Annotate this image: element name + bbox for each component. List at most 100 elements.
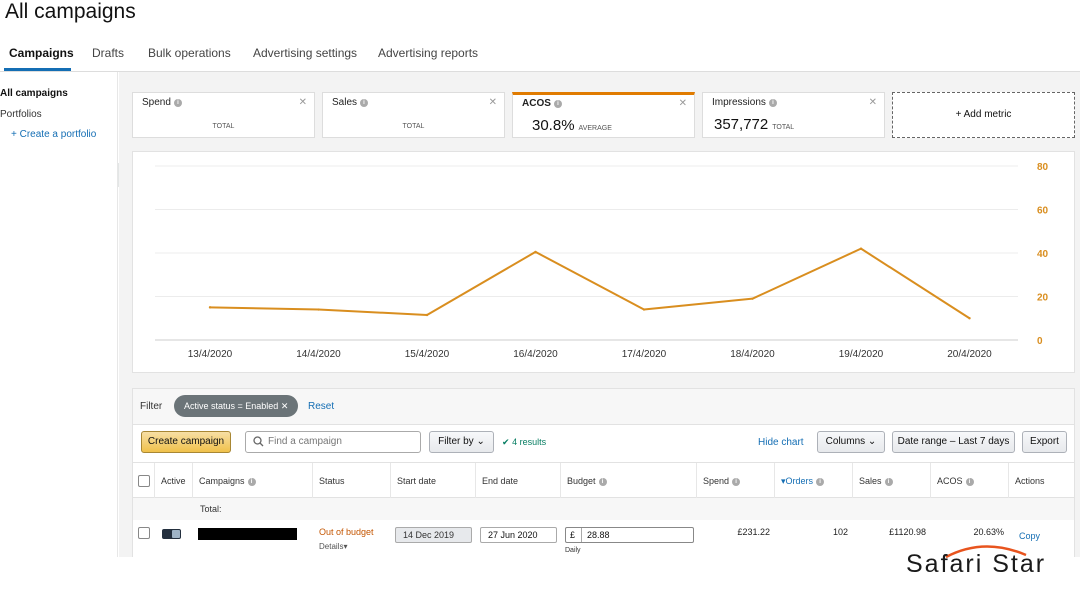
acos-value: 20.63% bbox=[973, 527, 1004, 537]
sidebar-item-all-campaigns[interactable]: All campaigns bbox=[0, 88, 68, 99]
chevron-down-icon: ▾ bbox=[343, 542, 348, 551]
copy-link[interactable]: Copy bbox=[1019, 531, 1041, 541]
x-tick-label: 13/4/2020 bbox=[188, 349, 233, 360]
x-tick-label: 15/4/2020 bbox=[405, 349, 450, 360]
x-tick-label: 18/4/2020 bbox=[730, 349, 775, 360]
x-tick-label: 17/4/2020 bbox=[622, 349, 667, 360]
sidebar-item-portfolios[interactable]: Portfolios bbox=[0, 109, 42, 120]
campaign-name-redacted bbox=[198, 528, 297, 540]
page-title: All campaigns bbox=[5, 0, 136, 23]
filter-by-dropdown[interactable]: Filter by ⌄ bbox=[429, 431, 494, 453]
tab-advertising-settings[interactable]: Advertising settings bbox=[253, 46, 358, 60]
orders-value: 102 bbox=[832, 527, 848, 537]
watermark-logo: Safari Star bbox=[906, 543, 1056, 583]
chevron-down-icon: ⌄ bbox=[867, 436, 877, 447]
active-tab-indicator bbox=[4, 68, 71, 71]
data-point bbox=[425, 313, 429, 317]
sidebar: All campaigns Portfolios + Create a port… bbox=[0, 72, 118, 557]
spend-value: £231.22 bbox=[737, 527, 770, 537]
campaigns-table-panel: Filter Active status = Enabled ✕ Reset C… bbox=[132, 388, 1075, 558]
watermark-text: Safari Star bbox=[906, 550, 1047, 578]
col-active[interactable]: Active bbox=[155, 463, 193, 499]
filter-bar: Filter Active status = Enabled ✕ Reset bbox=[133, 389, 1074, 425]
reset-link[interactable]: Reset bbox=[308, 401, 335, 412]
sales-value: £1120.98 bbox=[889, 527, 926, 537]
col-start-date[interactable]: Start date bbox=[391, 463, 476, 499]
metric-name: ACOS i bbox=[522, 98, 562, 109]
y-tick-label: 20 bbox=[1037, 293, 1049, 304]
col-spend[interactable]: Spend i bbox=[697, 463, 775, 499]
create-campaign-button[interactable]: Create campaign bbox=[141, 431, 231, 453]
end-date-field[interactable]: 27 Jun 2020 bbox=[480, 527, 557, 543]
budget-value: 28.88 bbox=[587, 530, 610, 540]
close-icon[interactable]: ✕ bbox=[298, 97, 307, 108]
total-row: Total: bbox=[133, 498, 1074, 520]
info-icon: i bbox=[732, 478, 741, 486]
active-toggle[interactable] bbox=[162, 529, 181, 539]
info-icon: i bbox=[768, 99, 777, 107]
col-status[interactable]: Status bbox=[313, 463, 391, 499]
total-label: Total: bbox=[200, 504, 222, 514]
metric-card-sales[interactable]: Sales i ✕ TOTAL bbox=[322, 92, 505, 138]
close-icon[interactable]: ✕ bbox=[868, 97, 877, 108]
filter-label: Filter bbox=[140, 401, 163, 412]
table-toolbar: Create campaign Filter by ⌄ ✔ 4 results … bbox=[133, 425, 1074, 462]
metric-caption: TOTAL bbox=[402, 123, 425, 130]
close-icon[interactable]: ✕ bbox=[280, 401, 289, 411]
col-budget[interactable]: Budget i bbox=[561, 463, 697, 499]
table-row[interactable]: Out of budget Details▾ 14 Dec 2019 27 Ju… bbox=[133, 520, 1074, 558]
info-icon: i bbox=[965, 478, 974, 486]
logo-swoosh-icon bbox=[945, 545, 1027, 559]
info-icon: i bbox=[598, 478, 607, 486]
export-button[interactable]: Export bbox=[1022, 431, 1067, 453]
info-icon: i bbox=[247, 478, 256, 486]
metric-name: Spend i bbox=[142, 97, 182, 108]
details-link[interactable]: Details▾ bbox=[319, 542, 348, 551]
currency-symbol: £ bbox=[570, 528, 582, 542]
y-tick-label: 0 bbox=[1037, 336, 1043, 347]
select-all-checkbox[interactable] bbox=[138, 475, 150, 487]
info-icon: i bbox=[360, 99, 369, 107]
row-checkbox[interactable] bbox=[138, 527, 150, 539]
search-box[interactable] bbox=[245, 431, 421, 453]
metric-value: 30.8% AVERAGE bbox=[532, 117, 612, 134]
metric-card-impressions[interactable]: Impressions i ✕ 357,772 TOTAL bbox=[702, 92, 885, 138]
col-campaigns[interactable]: Campaigns i bbox=[193, 463, 313, 499]
data-point bbox=[859, 247, 863, 250]
y-tick-label: 40 bbox=[1037, 249, 1049, 260]
col-sales[interactable]: Sales i bbox=[853, 463, 931, 499]
close-icon[interactable]: ✕ bbox=[678, 98, 687, 109]
results-count: ✔ 4 results bbox=[502, 437, 547, 447]
budget-field[interactable]: £ 28.88 bbox=[565, 527, 694, 543]
create-portfolio-link[interactable]: + Create a portfolio bbox=[11, 129, 97, 140]
metric-name: Sales i bbox=[332, 97, 369, 108]
info-icon: i bbox=[816, 478, 825, 486]
date-range-button[interactable]: Date range – Last 7 days bbox=[892, 431, 1015, 453]
col-end-date[interactable]: End date bbox=[476, 463, 561, 499]
tab-campaigns[interactable]: Campaigns bbox=[9, 46, 74, 60]
search-input[interactable] bbox=[266, 435, 416, 448]
metric-card-spend[interactable]: Spend i ✕ TOTAL bbox=[132, 92, 315, 138]
filter-pill[interactable]: Active status = Enabled ✕ bbox=[174, 395, 299, 417]
close-icon[interactable]: ✕ bbox=[488, 97, 497, 108]
x-tick-label: 19/4/2020 bbox=[839, 349, 884, 360]
metric-card-acos[interactable]: ACOS i ✕ 30.8% AVERAGE bbox=[512, 92, 695, 138]
tab-bulk-operations[interactable]: Bulk operations bbox=[148, 46, 231, 60]
check-icon: ✔ bbox=[502, 437, 510, 447]
status-text: Out of budget bbox=[319, 527, 374, 537]
info-icon: i bbox=[884, 478, 893, 486]
metric-value: 357,772 TOTAL bbox=[714, 116, 795, 133]
tab-advertising-reports[interactable]: Advertising reports bbox=[378, 46, 479, 60]
columns-dropdown[interactable]: Columns ⌄ bbox=[817, 431, 885, 453]
sort-down-icon: ▾ bbox=[781, 476, 786, 486]
col-acos[interactable]: ACOS i bbox=[931, 463, 1009, 499]
data-point bbox=[642, 308, 646, 311]
chart-panel: 0 20 40 60 80 13/4/2020 14/4/2020 15/4/2020 16/4… bbox=[132, 151, 1075, 373]
add-metric-button[interactable]: + Add metric bbox=[892, 92, 1075, 138]
data-point bbox=[534, 250, 537, 254]
col-orders[interactable]: ▾Orders i bbox=[775, 463, 853, 499]
nav-tabs: Campaigns Drafts Bulk operations Adverti… bbox=[0, 40, 1080, 72]
tab-drafts[interactable]: Drafts bbox=[92, 46, 125, 60]
hide-chart-link[interactable]: Hide chart bbox=[758, 437, 804, 448]
chevron-down-icon: ⌄ bbox=[476, 436, 485, 447]
